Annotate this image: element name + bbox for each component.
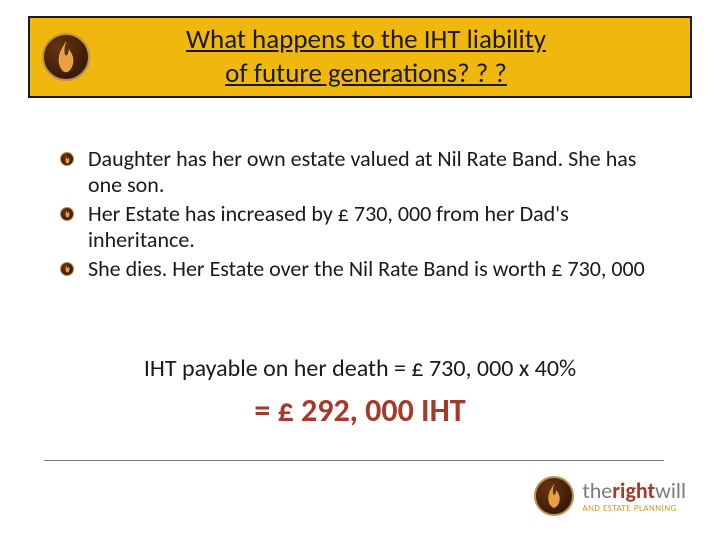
logo-prefix: the bbox=[582, 477, 612, 504]
flame-icon bbox=[60, 152, 74, 166]
flame-icon bbox=[42, 33, 90, 81]
list-item: Daughter has her own estate valued at Ni… bbox=[60, 146, 660, 199]
bullet-text: Daughter has her own estate valued at Ni… bbox=[88, 145, 636, 198]
bullet-text: She dies. Her Estate over the Nil Rate B… bbox=[88, 255, 645, 282]
header-bar: What happens to the IHT liability of fut… bbox=[28, 16, 692, 98]
calc-formula: IHT payable on her death = £ 730, 000 x … bbox=[60, 354, 660, 383]
list-item: Her Estate has increased by £ 730, 000 f… bbox=[60, 201, 660, 254]
list-item: She dies. Her Estate over the Nil Rate B… bbox=[60, 256, 660, 282]
logo-word-2: will bbox=[655, 477, 686, 504]
bullet-list: Daughter has her own estate valued at Ni… bbox=[60, 146, 660, 282]
bullet-content: Daughter has her own estate valued at Ni… bbox=[60, 146, 660, 284]
title-line-2: of future generations? ? ? bbox=[225, 57, 507, 90]
divider-line bbox=[44, 460, 664, 461]
logo-main: therightwill bbox=[582, 480, 686, 502]
slide-title: What happens to the IHT liability of fut… bbox=[90, 23, 690, 91]
flame-icon bbox=[534, 476, 574, 516]
calculation-block: IHT payable on her death = £ 730, 000 x … bbox=[60, 354, 660, 430]
calc-result: = £ 292, 000 IHT bbox=[60, 391, 660, 430]
flame-icon bbox=[60, 262, 74, 276]
brand-logo: therightwill AND ESTATE PLANNING bbox=[534, 476, 686, 516]
flame-icon bbox=[60, 207, 74, 221]
slide: What happens to the IHT liability of fut… bbox=[0, 0, 720, 540]
logo-word-1: right bbox=[612, 477, 655, 504]
logo-text: therightwill AND ESTATE PLANNING bbox=[582, 480, 686, 513]
logo-tagline: AND ESTATE PLANNING bbox=[582, 504, 686, 513]
bullet-text: Her Estate has increased by £ 730, 000 f… bbox=[88, 200, 569, 253]
title-line-1: What happens to the IHT liability bbox=[186, 23, 546, 56]
